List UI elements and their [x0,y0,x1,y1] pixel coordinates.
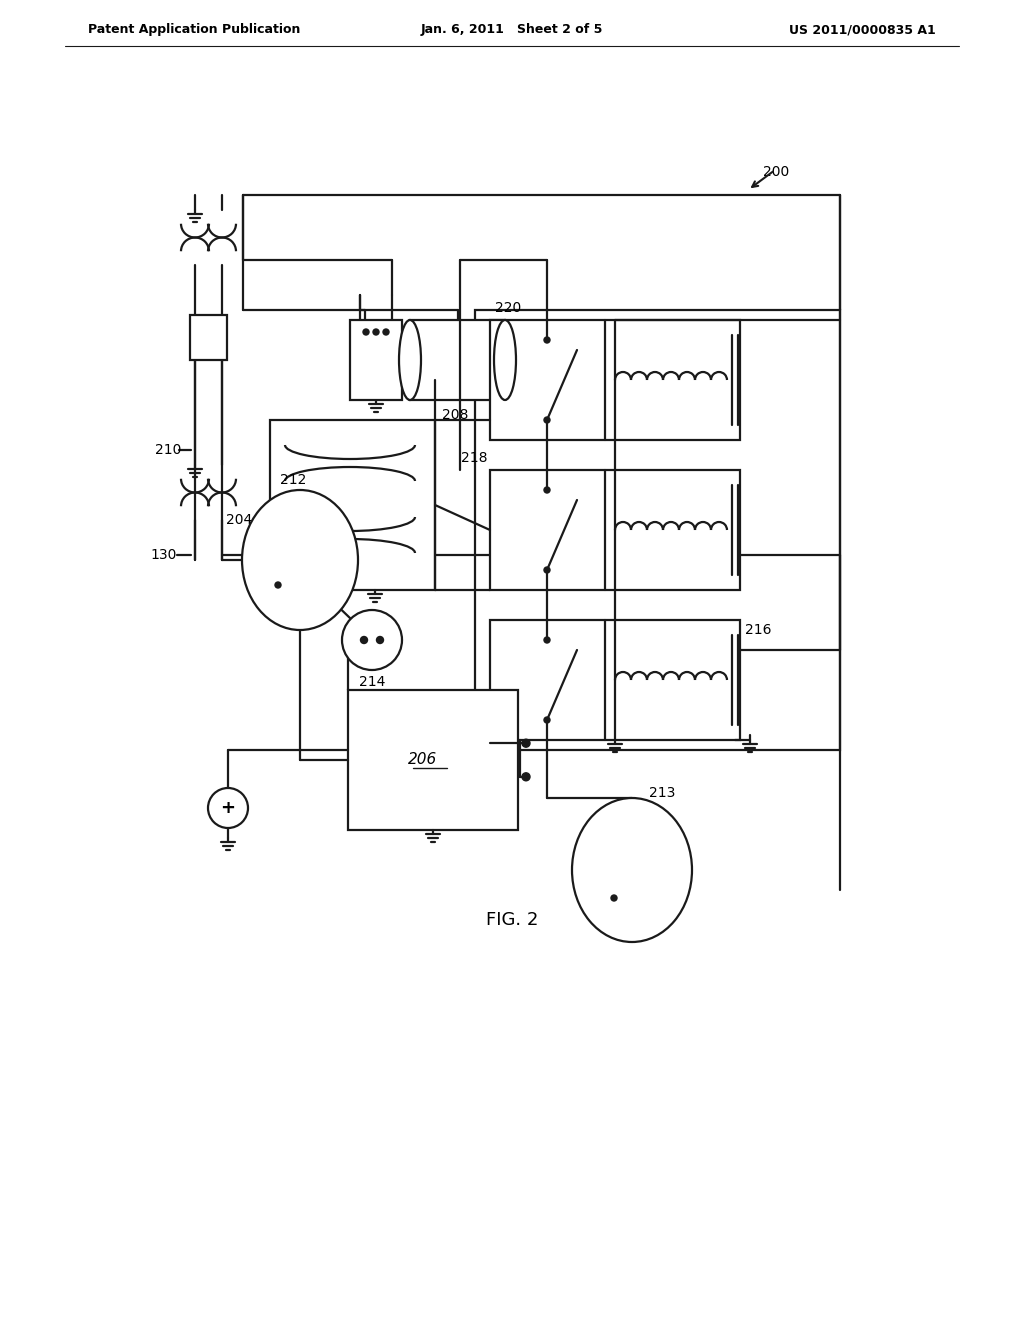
Text: 218: 218 [461,451,487,465]
Bar [410,319,505,400]
Bar [490,319,740,440]
Text: US 2011/0000835 A1: US 2011/0000835 A1 [790,24,936,37]
Text: +: + [220,799,236,817]
Circle shape [544,638,550,643]
Circle shape [544,568,550,573]
Bar [475,310,840,750]
Circle shape [373,329,379,335]
Bar [350,319,402,400]
Circle shape [360,636,368,644]
Circle shape [611,895,617,902]
Circle shape [544,417,550,422]
Text: 208: 208 [441,408,468,422]
Circle shape [362,329,369,335]
Circle shape [544,717,550,723]
Circle shape [383,329,389,335]
Text: 210: 210 [155,444,181,457]
Bar [270,420,435,590]
Text: Jan. 6, 2011   Sheet 2 of 5: Jan. 6, 2011 Sheet 2 of 5 [421,24,603,37]
Ellipse shape [342,610,402,671]
Circle shape [275,582,281,587]
Text: 130: 130 [150,548,176,562]
Circle shape [522,739,530,747]
Text: Patent Application Publication: Patent Application Publication [88,24,300,37]
Bar [348,690,518,830]
Circle shape [544,487,550,492]
Circle shape [544,337,550,343]
Ellipse shape [572,799,692,942]
Text: 214: 214 [358,675,385,689]
Bar [490,470,740,590]
Text: 204: 204 [225,513,252,527]
Text: 213: 213 [649,785,675,800]
Text: 206: 206 [409,752,437,767]
Text: 216: 216 [745,623,771,638]
Ellipse shape [494,319,516,400]
Bar [490,620,740,741]
Text: 212: 212 [280,473,306,487]
Circle shape [522,772,530,781]
Ellipse shape [242,490,358,630]
Text: 220: 220 [495,301,521,315]
Ellipse shape [399,319,421,400]
Circle shape [208,788,248,828]
Circle shape [377,636,384,644]
Bar [190,315,227,360]
Text: FIG. 2: FIG. 2 [485,911,539,929]
Text: 200: 200 [763,165,790,180]
